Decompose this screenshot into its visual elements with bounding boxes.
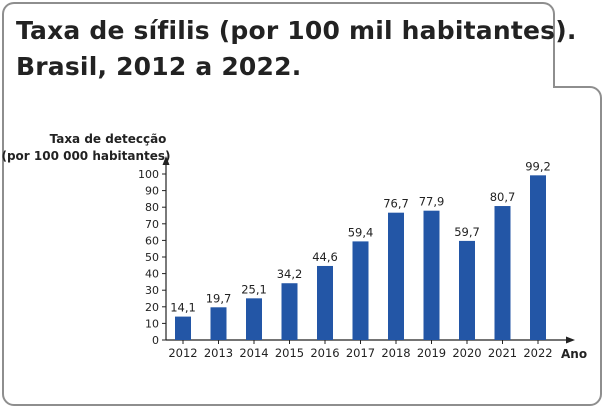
bar-value-label: 59,7	[454, 225, 480, 239]
bar-value-label: 76,7	[383, 197, 409, 211]
title-box: Taxa de sífilis (por 100 mil habitantes)…	[2, 2, 576, 86]
x-tick-label: 2016	[310, 346, 339, 360]
bar	[459, 240, 475, 340]
x-tick-label: 2022	[523, 346, 552, 360]
bar-value-label: 59,4	[348, 225, 374, 239]
chart-title-line-2: Brasil, 2012 a 2022.	[16, 52, 302, 81]
bar	[246, 298, 262, 340]
x-axis-arrow	[566, 336, 575, 344]
bar	[494, 206, 511, 340]
x-tick-label: 2015	[275, 346, 304, 360]
x-tick-label: 2017	[346, 346, 375, 360]
y-tick-label: 50	[145, 251, 159, 264]
bar	[317, 265, 333, 340]
bars	[175, 175, 546, 340]
x-tick-label: 2020	[452, 346, 481, 360]
y-tick-label: 100	[138, 168, 159, 181]
bar	[388, 212, 404, 340]
x-tick-label: 2018	[381, 346, 410, 360]
y-tick-label: 40	[145, 268, 159, 281]
bar-value-label: 44,6	[312, 250, 338, 264]
y-axis-label-line-1: Taxa de detecção	[50, 132, 167, 146]
y-tick-label: 60	[145, 234, 159, 247]
value-labels: 14,1 19,7 25,1 34,2 44,6 59,4 76,7 77,9 59,7 80,7…	[170, 159, 551, 314]
y-tick-label: 80	[145, 201, 159, 214]
bar-value-label: 77,9	[419, 195, 445, 209]
y-tick-label: 10	[145, 317, 159, 330]
x-tick-label: 2012	[168, 346, 197, 360]
y-tick-label: 20	[145, 301, 159, 314]
y-tick-label: 30	[145, 284, 159, 297]
y-tick-label: 90	[145, 185, 159, 198]
bar	[210, 307, 227, 340]
x-tick-label: 2019	[417, 346, 446, 360]
x-tick-label: 2013	[204, 346, 233, 360]
bar-value-label: 99,2	[525, 159, 551, 173]
bar-value-label: 19,7	[206, 291, 232, 305]
y-ticks: 0 10 20 30 40 50 60 70 80 90 100	[138, 168, 166, 347]
bar	[423, 210, 440, 340]
bar	[175, 316, 191, 340]
bar-value-label: 25,1	[241, 282, 267, 296]
panel-joint	[4, 84, 553, 89]
bar	[352, 241, 369, 340]
chart-title-line-1: Taxa de sífilis (por 100 mil habitantes)…	[16, 16, 577, 45]
bar	[530, 175, 546, 340]
y-tick-label: 70	[145, 218, 159, 231]
bar-value-label: 80,7	[490, 190, 516, 204]
x-ticks: 2012 2013 2014 2015 2016 2017 2018 2019 2020 2021…	[168, 340, 553, 360]
x-tick-label: 2014	[239, 346, 268, 360]
bar	[281, 283, 298, 340]
y-axis-arrow	[162, 156, 170, 165]
x-tick-label: 2021	[488, 346, 517, 360]
bar-value-label: 34,2	[277, 267, 303, 281]
y-tick-label: 0	[152, 334, 159, 347]
x-axis-label: Ano	[561, 347, 587, 361]
bar-value-label: 14,1	[170, 301, 196, 315]
y-axis-label-line-2: (por 100 000 habitantes)	[1, 149, 170, 163]
